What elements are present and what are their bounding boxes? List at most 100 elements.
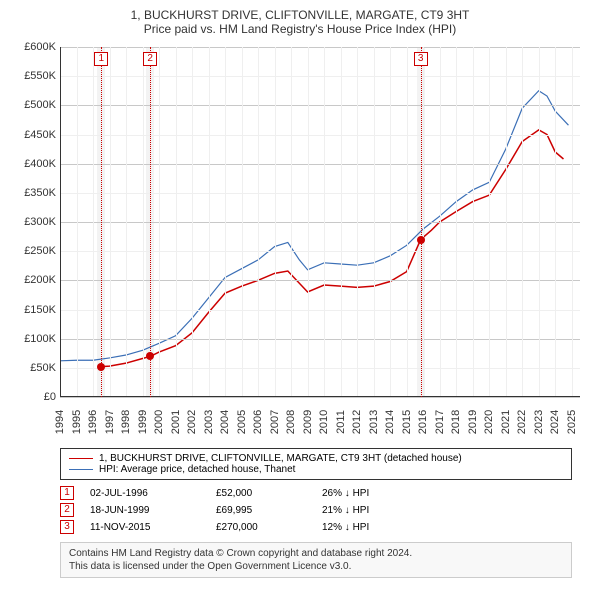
y-axis-label: £500K xyxy=(10,99,56,111)
chart-area: 123 £0£50K£100K£150K£200K£250K£300K£350K… xyxy=(10,42,590,442)
y-axis-label: £300K xyxy=(10,216,56,228)
grid-v xyxy=(456,47,457,397)
grid-v xyxy=(176,47,177,397)
sale-point xyxy=(417,236,425,244)
x-axis-label: 2020 xyxy=(483,402,495,442)
title-main: 1, BUCKHURST DRIVE, CLIFTONVILLE, MARGAT… xyxy=(10,8,590,22)
grid-h xyxy=(60,251,580,252)
x-axis-label: 2008 xyxy=(285,402,297,442)
x-axis-label: 1998 xyxy=(120,402,132,442)
sale-marker-line xyxy=(150,47,151,397)
grid-v xyxy=(324,47,325,397)
sales-table: 102-JUL-1996£52,00026% ↓ HPI218-JUN-1999… xyxy=(60,486,572,534)
grid-v xyxy=(572,47,573,397)
sale-row: 218-JUN-1999£69,99521% ↓ HPI xyxy=(60,503,572,517)
x-axis-label: 2007 xyxy=(269,402,281,442)
sale-price: £270,000 xyxy=(216,522,306,533)
grid-v xyxy=(258,47,259,397)
y-axis-label: £50K xyxy=(10,362,56,374)
legend-label: HPI: Average price, detached house, Than… xyxy=(99,464,295,475)
grid-h xyxy=(60,397,580,398)
y-axis-label: £150K xyxy=(10,304,56,316)
grid-v xyxy=(506,47,507,397)
sale-marker-line xyxy=(421,47,422,397)
grid-v xyxy=(473,47,474,397)
y-axis-label: £350K xyxy=(10,187,56,199)
sale-marker-line xyxy=(101,47,102,397)
grid-v xyxy=(291,47,292,397)
legend-item: HPI: Average price, detached house, Than… xyxy=(69,464,563,475)
legend-swatch xyxy=(69,458,93,459)
grid-v xyxy=(209,47,210,397)
x-axis-label: 1995 xyxy=(71,402,83,442)
grid-v xyxy=(275,47,276,397)
x-axis-label: 2012 xyxy=(351,402,363,442)
x-axis-label: 2023 xyxy=(533,402,545,442)
grid-h xyxy=(60,310,580,311)
x-axis-label: 2009 xyxy=(302,402,314,442)
x-axis-label: 2000 xyxy=(153,402,165,442)
sale-date: 18-JUN-1999 xyxy=(90,505,200,516)
x-axis-label: 2011 xyxy=(335,402,347,442)
y-axis-label: £450K xyxy=(10,129,56,141)
y-axis-label: £100K xyxy=(10,333,56,345)
grid-h xyxy=(60,193,580,194)
x-axis-label: 2015 xyxy=(401,402,413,442)
grid-v xyxy=(159,47,160,397)
grid-v xyxy=(539,47,540,397)
grid-v xyxy=(357,47,358,397)
x-axis-label: 2024 xyxy=(549,402,561,442)
x-axis-label: 1996 xyxy=(87,402,99,442)
grid-h xyxy=(60,76,580,77)
title-sub: Price paid vs. HM Land Registry's House … xyxy=(10,22,590,36)
x-axis-label: 1997 xyxy=(104,402,116,442)
x-axis-label: 2005 xyxy=(236,402,248,442)
grid-v xyxy=(110,47,111,397)
grid-v xyxy=(60,47,61,397)
grid-h xyxy=(60,164,580,165)
grid-h xyxy=(60,339,580,340)
grid-v xyxy=(242,47,243,397)
plot-area: 123 xyxy=(60,47,580,397)
x-axis-label: 2003 xyxy=(203,402,215,442)
legend-label: 1, BUCKHURST DRIVE, CLIFTONVILLE, MARGAT… xyxy=(99,453,462,464)
grid-v xyxy=(93,47,94,397)
x-axis-label: 1994 xyxy=(54,402,66,442)
grid-h xyxy=(60,280,580,281)
grid-v xyxy=(407,47,408,397)
grid-v xyxy=(341,47,342,397)
sale-date: 11-NOV-2015 xyxy=(90,522,200,533)
x-axis-label: 1999 xyxy=(137,402,149,442)
legend-item: 1, BUCKHURST DRIVE, CLIFTONVILLE, MARGAT… xyxy=(69,453,563,464)
x-axis-label: 2004 xyxy=(219,402,231,442)
y-axis-label: £250K xyxy=(10,245,56,257)
sale-point xyxy=(146,352,154,360)
x-axis-label: 2016 xyxy=(417,402,429,442)
y-axis-label: £550K xyxy=(10,70,56,82)
sale-row-marker: 1 xyxy=(60,486,74,500)
grid-h xyxy=(60,47,580,48)
chart-container: 1, BUCKHURST DRIVE, CLIFTONVILLE, MARGAT… xyxy=(0,0,600,590)
grid-h xyxy=(60,105,580,106)
grid-v xyxy=(225,47,226,397)
legend: 1, BUCKHURST DRIVE, CLIFTONVILLE, MARGAT… xyxy=(60,448,572,480)
sale-point xyxy=(97,363,105,371)
x-axis-label: 2017 xyxy=(434,402,446,442)
legend-swatch xyxy=(69,469,93,470)
grid-v xyxy=(390,47,391,397)
footer-attribution: Contains HM Land Registry data © Crown c… xyxy=(60,542,572,578)
grid-v xyxy=(374,47,375,397)
x-axis-label: 2021 xyxy=(500,402,512,442)
grid-v xyxy=(555,47,556,397)
sale-diff: 12% ↓ HPI xyxy=(322,522,422,533)
y-axis-label: £200K xyxy=(10,274,56,286)
x-axis-label: 2014 xyxy=(384,402,396,442)
x-axis-label: 2025 xyxy=(566,402,578,442)
sale-row-marker: 3 xyxy=(60,520,74,534)
sale-date: 02-JUL-1996 xyxy=(90,488,200,499)
sale-row: 102-JUL-1996£52,00026% ↓ HPI xyxy=(60,486,572,500)
sale-marker-box: 2 xyxy=(143,52,157,66)
x-axis-label: 2001 xyxy=(170,402,182,442)
x-axis-label: 2022 xyxy=(516,402,528,442)
grid-v xyxy=(522,47,523,397)
